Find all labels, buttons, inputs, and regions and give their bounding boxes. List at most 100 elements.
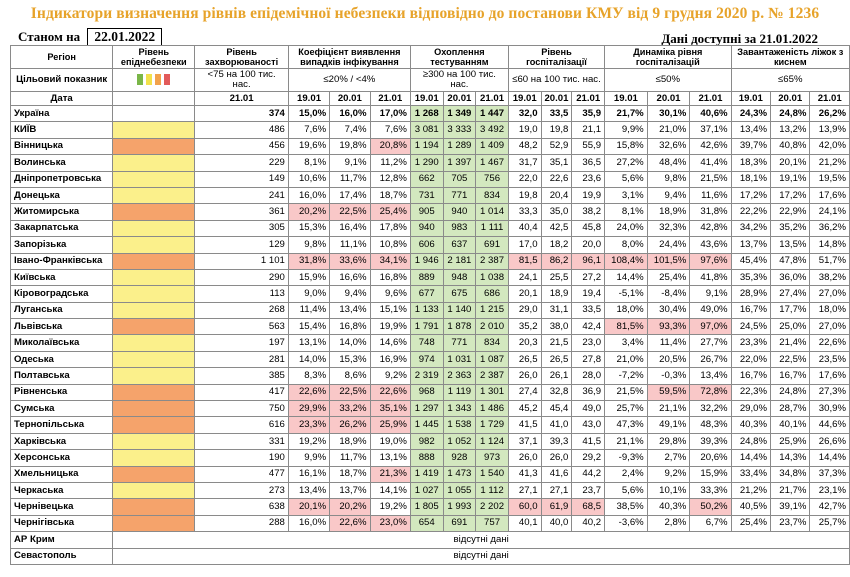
level-cell (112, 514, 196, 533)
hosp-value: 26,1 (540, 367, 573, 385)
level-cell (112, 236, 196, 254)
region-name: Хмельницька (9, 465, 114, 483)
beds-value: 44,6% (809, 416, 850, 434)
hosp-dyn-value: 25,7% (604, 400, 648, 418)
header-level: Рівень епіднебезпеки (112, 45, 196, 69)
testing-value: 748 (409, 334, 444, 352)
hosp-dyn-value: 30,4% (646, 301, 691, 320)
beds-value: 27,3% (809, 383, 850, 402)
beds-value: 21,2% (809, 154, 850, 172)
region-name: Рівненська (9, 383, 114, 402)
beds-value: 20,1% (770, 154, 811, 172)
level-cell (112, 154, 196, 172)
region-name: Севастополь (9, 547, 114, 565)
testing-value: 1 397 (442, 154, 477, 172)
testing-value: 2 181 (442, 252, 477, 270)
beds-value: 24,5% (730, 318, 772, 336)
beds-value: 27,4% (770, 285, 811, 303)
testing-value: 940 (409, 219, 444, 238)
beds-value: 27,0% (809, 285, 850, 303)
beds-value: 27,0% (809, 318, 850, 336)
beds-value: 13,2% (770, 121, 811, 139)
hosp-dyn-value: 32,3% (646, 219, 691, 238)
detection-value: 14,0% (329, 334, 371, 352)
testing-value: 1 087 (475, 350, 509, 369)
date-detection: 20.01 (329, 91, 371, 106)
header-region: Регіон (9, 45, 114, 69)
hosp-dyn-value: 47,3% (604, 416, 648, 434)
detection-value: 11,7% (329, 449, 371, 467)
beds-value: 23,1% (809, 481, 850, 500)
hosp-value: 31,7 (507, 154, 542, 172)
table-row: Львівська 563 15,4% 16,8% 19,9% 1 791 1 878 2 0… (9, 318, 850, 336)
traffic-light-icon (137, 74, 171, 86)
testing-value: 2 363 (442, 367, 477, 385)
hosp-dyn-value: 21,7% (604, 104, 648, 123)
beds-value: 24,8% (730, 432, 772, 451)
date-hosp: 20.01 (540, 91, 573, 106)
beds-value: 22,3% (730, 383, 772, 402)
hosp-dyn-value: -0,3% (646, 367, 691, 385)
detection-value: 20,1% (287, 498, 331, 516)
hosp-value: 27,8 (571, 350, 606, 369)
hosp-value: 18,9 (540, 285, 573, 303)
hosp-dyn-value: -9,3% (604, 449, 648, 467)
region-name: Україна (9, 104, 114, 123)
beds-value: 28,7% (770, 400, 811, 418)
testing-value: 1 031 (442, 350, 477, 369)
hosp-value: 44,2 (571, 465, 606, 483)
testing-value: 1 473 (442, 465, 477, 483)
hosp-dyn-value: 3,4% (604, 334, 648, 352)
detection-value: 16,0% (329, 104, 371, 123)
beds-value: 16,7% (730, 301, 772, 320)
detection-value: 23,0% (369, 514, 411, 533)
hosp-dyn-value: 101,5% (646, 252, 691, 270)
incidence-value: 456 (194, 137, 289, 156)
hosp-dyn-value: 26,7% (689, 350, 732, 369)
beds-value: 21,7% (770, 481, 811, 500)
incidence-value: 288 (194, 514, 289, 533)
hosp-dyn-value: 18,0% (604, 301, 648, 320)
beds-value: 34,2% (730, 219, 772, 238)
hosp-value: 45,4 (540, 400, 573, 418)
testing-value: 2 010 (475, 318, 509, 336)
beds-value: 51,7% (809, 252, 850, 270)
level-cell (112, 252, 196, 270)
beds-value: 33,4% (730, 465, 772, 483)
incidence-value: 281 (194, 350, 289, 369)
incidence-value: 241 (194, 186, 289, 205)
detection-value: 22,5% (329, 383, 371, 402)
detection-value: 22,6% (287, 383, 331, 402)
testing-value: 3 492 (475, 121, 509, 139)
hosp-dyn-value: 33,3% (689, 481, 732, 500)
testing-value: 1 805 (409, 498, 444, 516)
hosp-dyn-value: 41,4% (689, 154, 732, 172)
beds-value: 16,7% (730, 367, 772, 385)
target-detection: ≤20% / <4% (287, 68, 411, 92)
beds-value: 45,4% (730, 252, 772, 270)
beds-value: 18,0% (809, 301, 850, 320)
hosp-value: 32,0 (507, 104, 542, 123)
detection-value: 22,5% (329, 203, 371, 221)
detection-value: 16,8% (369, 268, 411, 287)
hosp-value: 35,2 (507, 318, 542, 336)
beds-value: 13,5% (770, 236, 811, 254)
hosp-value: 52,9 (540, 137, 573, 156)
region-name: Херсонська (9, 449, 114, 467)
hosp-dyn-value: 48,3% (689, 416, 732, 434)
no-data-text: відсутні дані (112, 547, 850, 565)
hosp-value: 32,8 (540, 383, 573, 402)
testing-value: 1 290 (409, 154, 444, 172)
detection-value: 7,4% (329, 121, 371, 139)
testing-value: 1 052 (442, 432, 477, 451)
hosp-value: 28,0 (571, 367, 606, 385)
detection-value: 22,6% (369, 383, 411, 402)
hosp-dyn-value: 3,1% (604, 186, 648, 205)
hosp-value: 40,2 (571, 514, 606, 533)
beds-value: 21,2% (730, 481, 772, 500)
testing-value: 1 993 (442, 498, 477, 516)
hosp-dyn-value: 43,6% (689, 236, 732, 254)
detection-value: 15,1% (369, 301, 411, 320)
testing-value: 982 (409, 432, 444, 451)
hosp-dyn-value: 9,2% (646, 465, 691, 483)
